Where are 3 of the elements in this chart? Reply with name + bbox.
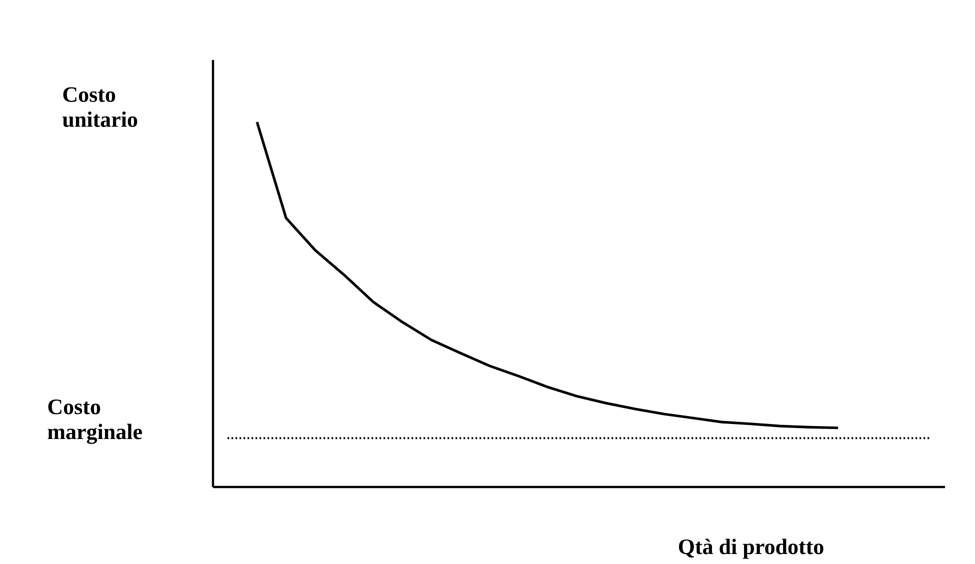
y-axis-title: Costo unitario (62, 87, 138, 128)
x-axis-title: Qtà di prodotto (678, 538, 824, 559)
ref-line-label: Costo marginale (48, 399, 142, 444)
